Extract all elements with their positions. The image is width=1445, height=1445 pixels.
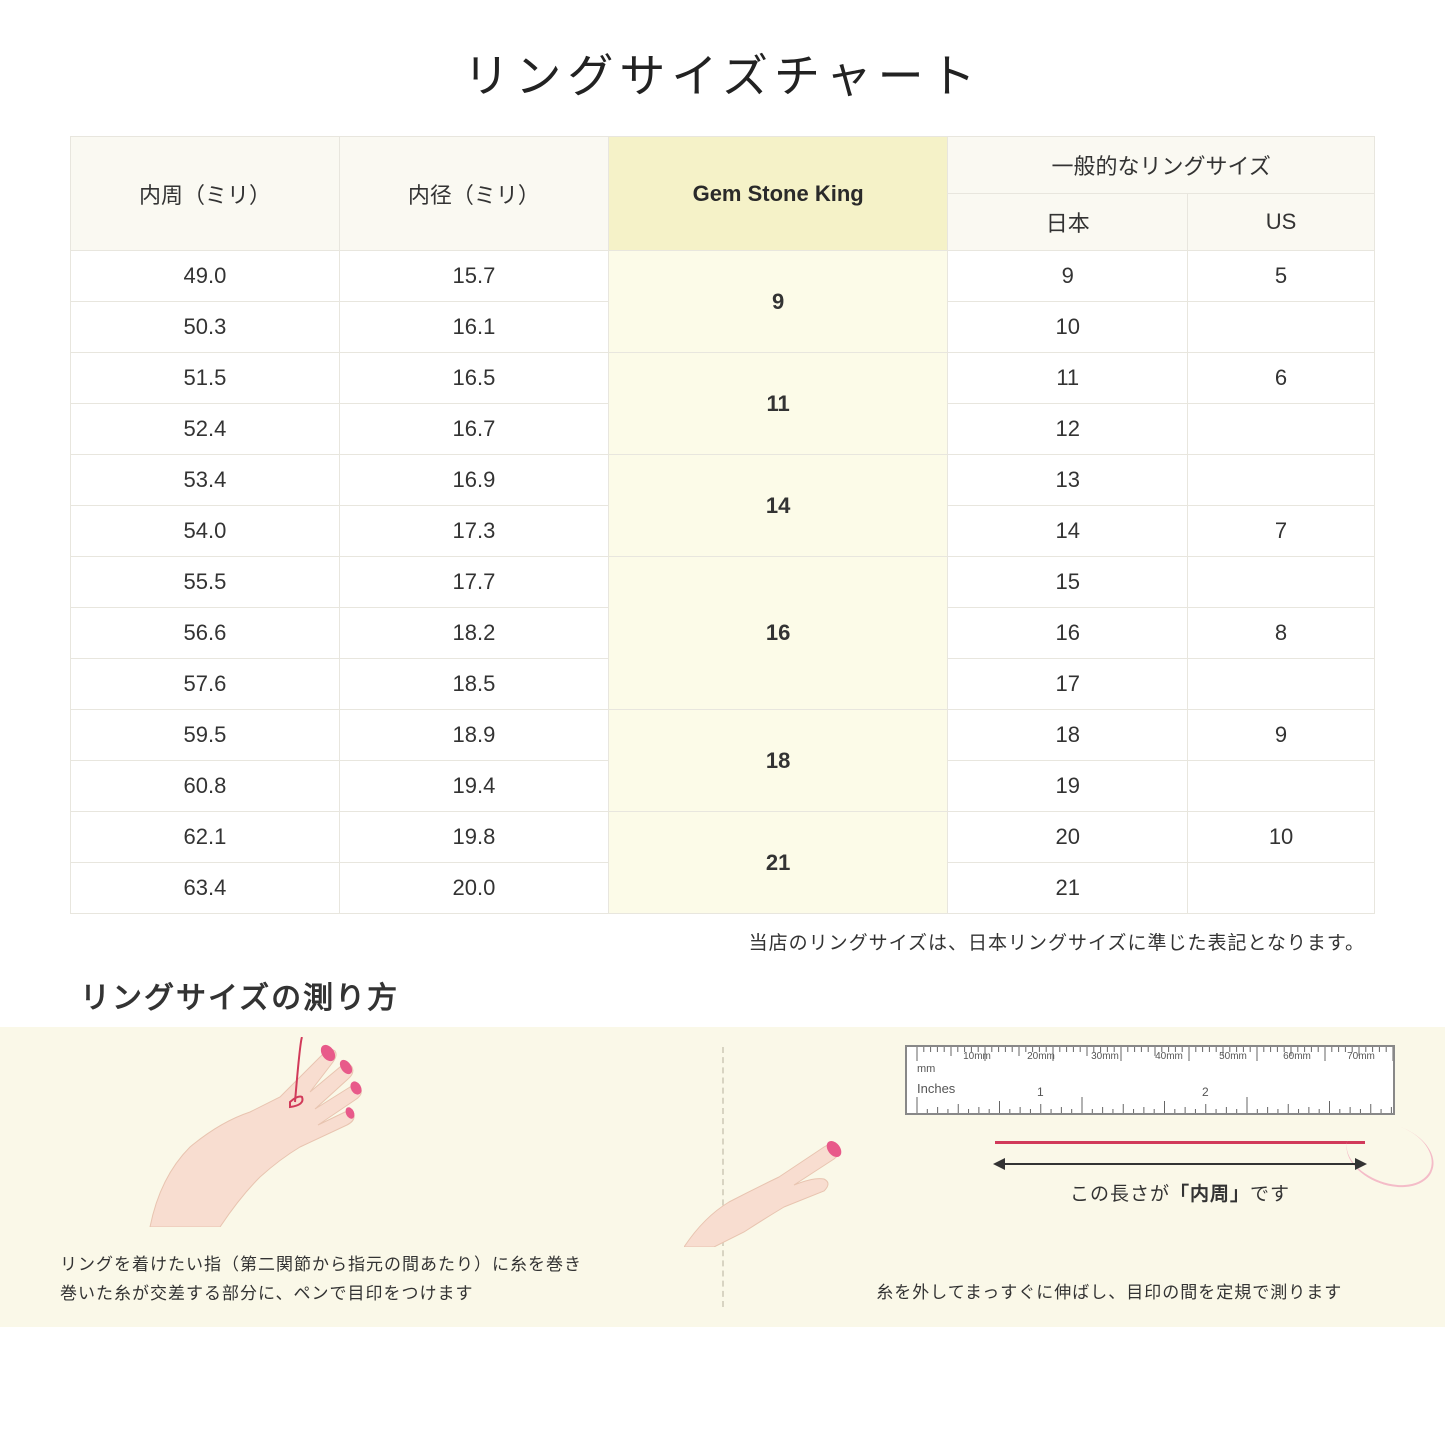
cell-circumference: 54.0 (71, 506, 340, 557)
cell-japan: 12 (948, 404, 1188, 455)
how-to-section: リングを着けたい指（第二関節から指元の間あたり）に糸を巻き 巻いた糸が交差する部… (0, 1027, 1445, 1327)
table-row: 53.416.91413 (71, 455, 1375, 506)
ruler-icon: 10mm20mm30mm40mm50mm60mm70mm mm Inches 1… (905, 1045, 1395, 1115)
cell-diameter: 15.7 (339, 251, 608, 302)
table-row: 62.119.8212010 (71, 812, 1375, 863)
note-text: 当店のリングサイズは、日本リングサイズに準じた表記となります。 (70, 928, 1375, 955)
cell-us: 10 (1188, 812, 1375, 863)
cell-japan: 11 (948, 353, 1188, 404)
table-row: 59.518.918189 (71, 710, 1375, 761)
cell-diameter: 16.1 (339, 302, 608, 353)
cell-circumference: 63.4 (71, 863, 340, 914)
header-general: 一般的なリングサイズ (948, 137, 1375, 194)
header-us: US (1188, 194, 1375, 251)
cell-circumference: 51.5 (71, 353, 340, 404)
cell-circumference: 50.3 (71, 302, 340, 353)
how-step-2: 10mm20mm30mm40mm50mm60mm70mm mm Inches 1… (724, 1027, 1445, 1327)
cell-japan: 14 (948, 506, 1188, 557)
how-to-title: リングサイズの測り方 (80, 973, 1375, 1017)
cell-circumference: 60.8 (71, 761, 340, 812)
cell-circumference: 56.6 (71, 608, 340, 659)
cell-us (1188, 455, 1375, 506)
header-diameter: 内径（ミリ） (339, 137, 608, 251)
cell-us: 9 (1188, 710, 1375, 761)
ruler-inch-1: 1 (1037, 1085, 1044, 1099)
how-step-1: リングを着けたい指（第二関節から指元の間あたり）に糸を巻き 巻いた糸が交差する部… (0, 1027, 722, 1327)
cell-gsk: 9 (608, 251, 948, 353)
cell-diameter: 18.9 (339, 710, 608, 761)
cell-japan: 10 (948, 302, 1188, 353)
cell-japan: 19 (948, 761, 1188, 812)
cell-japan: 9 (948, 251, 1188, 302)
ruler-inch-2: 2 (1202, 1085, 1209, 1099)
cell-diameter: 17.7 (339, 557, 608, 608)
arrow-label: この長さが「内周」です (995, 1179, 1365, 1206)
table-row: 49.015.7995 (71, 251, 1375, 302)
cell-gsk: 14 (608, 455, 948, 557)
measure-arrow (995, 1163, 1365, 1165)
header-circumference: 内周（ミリ） (71, 137, 340, 251)
cell-gsk: 16 (608, 557, 948, 710)
cell-japan: 20 (948, 812, 1188, 863)
cell-circumference: 52.4 (71, 404, 340, 455)
cell-us (1188, 302, 1375, 353)
page-title: リングサイズチャート (70, 40, 1375, 106)
cell-japan: 21 (948, 863, 1188, 914)
caption-step-1: リングを着けたい指（第二関節から指元の間あたり）に糸を巻き 巻いた糸が交差する部… (60, 1251, 682, 1309)
cell-circumference: 57.6 (71, 659, 340, 710)
size-chart-table: 内周（ミリ） 内径（ミリ） Gem Stone King 一般的なリングサイズ … (70, 136, 1375, 914)
cell-us: 5 (1188, 251, 1375, 302)
cell-diameter: 17.3 (339, 506, 608, 557)
cell-us (1188, 659, 1375, 710)
cell-diameter: 16.7 (339, 404, 608, 455)
header-japan: 日本 (948, 194, 1188, 251)
cell-us (1188, 404, 1375, 455)
cell-japan: 15 (948, 557, 1188, 608)
cell-us (1188, 557, 1375, 608)
cell-us: 6 (1188, 353, 1375, 404)
cell-japan: 18 (948, 710, 1188, 761)
caption-step-2: 糸を外してまっすぐに伸ばし、目印の間を定規で測ります (814, 1278, 1406, 1303)
cell-circumference: 49.0 (71, 251, 340, 302)
hand-point-icon (684, 1107, 864, 1247)
cell-gsk: 21 (608, 812, 948, 914)
hand-wrap-icon (130, 1037, 430, 1227)
table-row: 51.516.511116 (71, 353, 1375, 404)
cell-us (1188, 761, 1375, 812)
cell-circumference: 53.4 (71, 455, 340, 506)
cell-diameter: 20.0 (339, 863, 608, 914)
cell-gsk: 18 (608, 710, 948, 812)
cell-diameter: 19.8 (339, 812, 608, 863)
cell-diameter: 19.4 (339, 761, 608, 812)
table-row: 55.517.71615 (71, 557, 1375, 608)
cell-diameter: 18.2 (339, 608, 608, 659)
cell-japan: 17 (948, 659, 1188, 710)
cell-japan: 16 (948, 608, 1188, 659)
cell-diameter: 16.9 (339, 455, 608, 506)
cell-diameter: 16.5 (339, 353, 608, 404)
cell-circumference: 55.5 (71, 557, 340, 608)
header-gsk: Gem Stone King (608, 137, 948, 251)
cell-circumference: 59.5 (71, 710, 340, 761)
thread-line (995, 1141, 1365, 1144)
cell-us: 7 (1188, 506, 1375, 557)
cell-circumference: 62.1 (71, 812, 340, 863)
cell-us (1188, 863, 1375, 914)
cell-us: 8 (1188, 608, 1375, 659)
cell-diameter: 18.5 (339, 659, 608, 710)
cell-gsk: 11 (608, 353, 948, 455)
cell-japan: 13 (948, 455, 1188, 506)
